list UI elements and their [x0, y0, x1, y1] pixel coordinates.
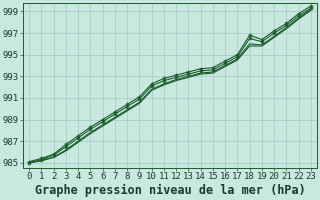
X-axis label: Graphe pression niveau de la mer (hPa): Graphe pression niveau de la mer (hPa) — [35, 184, 305, 197]
